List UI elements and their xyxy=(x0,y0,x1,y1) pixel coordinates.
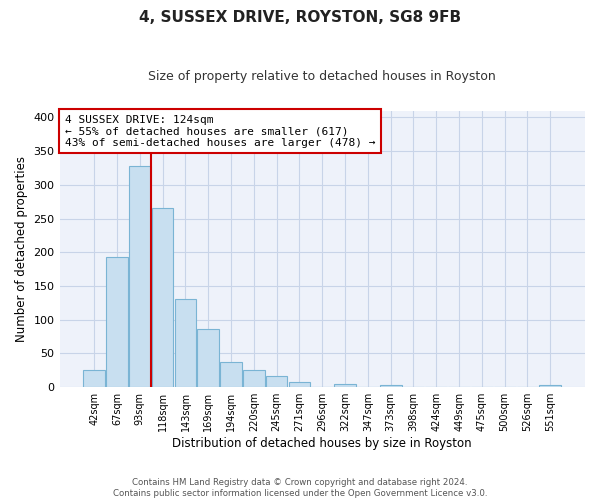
Bar xyxy=(175,300,196,387)
Bar xyxy=(334,384,356,387)
Text: Contains HM Land Registry data © Crown copyright and database right 2024.
Contai: Contains HM Land Registry data © Crown c… xyxy=(113,478,487,498)
Text: 4 SUSSEX DRIVE: 124sqm
← 55% of detached houses are smaller (617)
43% of semi-de: 4 SUSSEX DRIVE: 124sqm ← 55% of detached… xyxy=(65,114,375,148)
Bar xyxy=(83,370,105,387)
Title: Size of property relative to detached houses in Royston: Size of property relative to detached ho… xyxy=(148,70,496,83)
Bar xyxy=(243,370,265,387)
Bar xyxy=(129,166,151,387)
Bar xyxy=(539,385,561,387)
Bar xyxy=(289,382,310,387)
X-axis label: Distribution of detached houses by size in Royston: Distribution of detached houses by size … xyxy=(172,437,472,450)
Bar xyxy=(106,257,128,387)
Bar xyxy=(380,385,401,387)
Y-axis label: Number of detached properties: Number of detached properties xyxy=(15,156,28,342)
Bar xyxy=(152,208,173,387)
Bar xyxy=(220,362,242,387)
Text: 4, SUSSEX DRIVE, ROYSTON, SG8 9FB: 4, SUSSEX DRIVE, ROYSTON, SG8 9FB xyxy=(139,10,461,25)
Bar xyxy=(266,376,287,387)
Bar xyxy=(197,329,219,387)
